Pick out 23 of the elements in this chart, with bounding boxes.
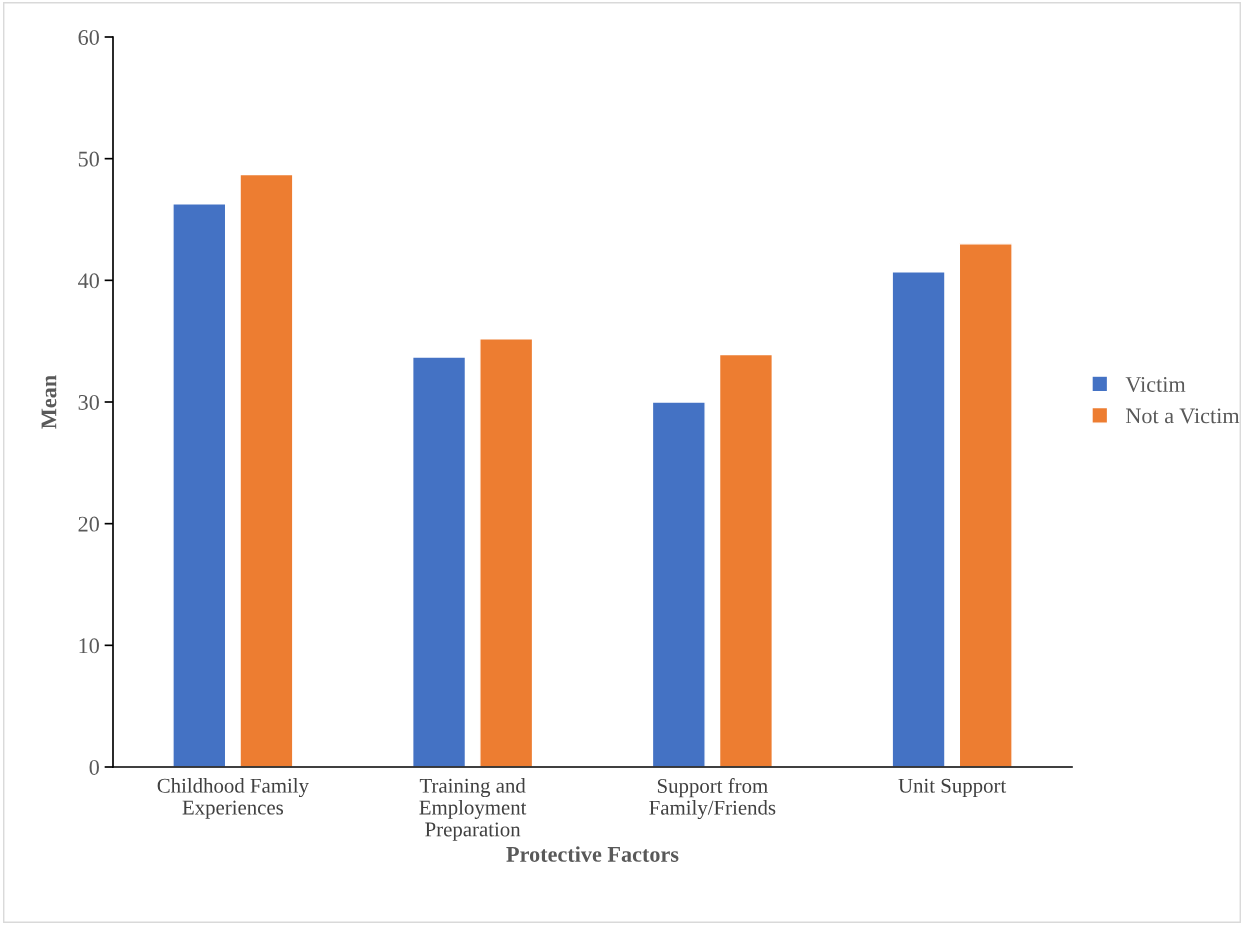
y-tick-label: 40 xyxy=(78,273,99,289)
legend-label: Not a Victim xyxy=(1125,408,1240,424)
y-tick-label: 10 xyxy=(79,638,99,654)
bar xyxy=(172,202,227,767)
x-tick-label: Childhood Family Experiences xyxy=(157,778,309,819)
x-axis-title: Protective Factors xyxy=(506,846,679,862)
legend-label: Victim xyxy=(1125,377,1186,393)
y-tick-label: 0 xyxy=(89,759,99,775)
y-tick-label: 30 xyxy=(78,394,99,410)
bar xyxy=(411,356,467,767)
x-tick-label: Unit Support xyxy=(898,778,1007,797)
y-tick-label: 60 xyxy=(78,29,99,45)
x-tick-label: Support from Family/Friends xyxy=(649,778,776,820)
y-tick-label: 20 xyxy=(78,516,99,532)
bar xyxy=(651,401,706,767)
bar xyxy=(891,271,946,767)
bar xyxy=(958,243,1013,767)
bar xyxy=(718,353,774,767)
bar xyxy=(479,338,534,767)
x-tick-label: Training and Employment Preparation xyxy=(419,778,527,841)
y-axis-title: Mean xyxy=(41,375,57,429)
bar xyxy=(239,173,294,767)
y-tick-label: 50 xyxy=(78,151,99,167)
